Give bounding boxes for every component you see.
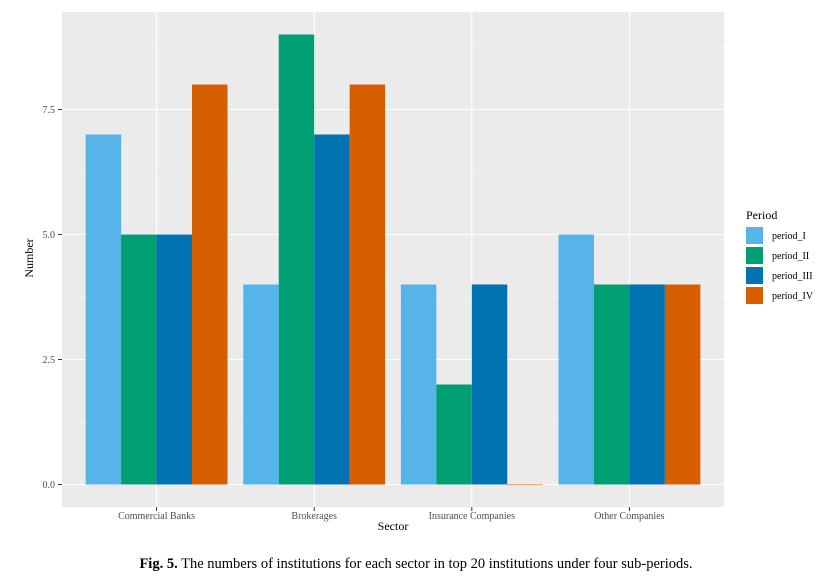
- bar-period_III-2: [471, 284, 508, 485]
- bar-period_I-1: [243, 284, 279, 485]
- y-tick-label: 5.0: [43, 230, 56, 241]
- legend-title: Period: [746, 208, 777, 222]
- bar-chart: 0.0 2.5 5.0 7.5 Commercial Banks Brokerages I…: [22, 12, 814, 533]
- bar-period_III-3: [629, 284, 665, 485]
- bar-period_II-2: [436, 384, 472, 485]
- bar-period_IV-1: [349, 84, 386, 485]
- bar-period_IV-3: [664, 284, 701, 485]
- legend: Period period_Iperiod_IIperiod_IIIperiod…: [746, 208, 814, 304]
- bar-period_IV-0: [192, 84, 228, 485]
- bar-period_III-1: [314, 134, 350, 485]
- bar-period_I-2: [400, 284, 437, 485]
- bar-period_II-1: [278, 34, 315, 485]
- legend-label-period_IV: period_IV: [772, 291, 814, 302]
- legend-label-period_I: period_I: [772, 231, 806, 242]
- legend-label-period_III: period_III: [772, 271, 813, 282]
- bar-period_II-3: [593, 284, 630, 485]
- legend-key-period_IV: [746, 287, 763, 304]
- x-axis-title: Sector: [378, 519, 409, 533]
- bar-period_I-0: [85, 134, 122, 485]
- y-axis-ticks: 0.0 2.5 5.0 7.5: [43, 105, 62, 491]
- legend-label-period_II: period_II: [772, 251, 809, 262]
- caption-text: The numbers of institutions for each sec…: [181, 556, 693, 572]
- bars: [85, 34, 701, 486]
- figure-caption: Fig. 5. The numbers of institutions for …: [0, 556, 832, 573]
- y-axis-title: Number: [22, 238, 36, 277]
- bar-period_I-3: [558, 234, 594, 485]
- caption-label: Fig. 5.: [139, 556, 178, 572]
- x-tick-label: Other Companies: [594, 511, 664, 522]
- legend-items: period_I period_II period_III period_IV: [746, 227, 814, 304]
- x-tick-label: Insurance Companies: [429, 511, 515, 522]
- x-tick-label: Commercial Banks: [118, 511, 195, 522]
- x-axis-ticks: Commercial Banks Brokerages Insurance Comp…: [118, 507, 665, 522]
- bar-period_II-0: [121, 234, 157, 485]
- legend-key-period_I: [746, 227, 763, 244]
- legend-key-period_III: [746, 267, 763, 284]
- legend-key-period_II: [746, 247, 763, 264]
- bar-period_III-0: [156, 234, 193, 485]
- y-tick-label: 0.0: [43, 480, 56, 491]
- x-tick-label: Brokerages: [291, 511, 337, 522]
- bar-period_IV-2: [507, 484, 543, 486]
- y-tick-label: 2.5: [43, 355, 56, 366]
- y-tick-label: 7.5: [43, 105, 56, 116]
